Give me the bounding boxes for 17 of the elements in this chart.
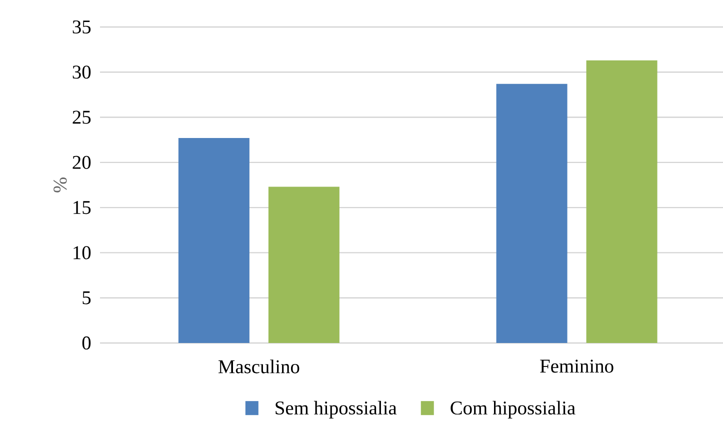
- bar: [496, 84, 568, 343]
- bar: [268, 186, 340, 343]
- bar: [178, 138, 250, 343]
- y-tick-label: 25: [72, 110, 91, 124]
- y-tick-label: 10: [74, 246, 91, 260]
- legend-label: Sem hipossialia: [276, 400, 397, 419]
- y-tick-label: 0: [82, 336, 91, 350]
- y-tick-label: 20: [72, 156, 91, 169]
- bar: [586, 60, 658, 343]
- x-tick-label: Masculino: [218, 360, 300, 374]
- y-tick-label: 5: [82, 291, 91, 304]
- y-tick-label: 15: [74, 201, 91, 214]
- y-tick-label: 30: [72, 66, 91, 79]
- y-axis-title: %: [54, 178, 67, 192]
- y-tick-label: 35: [72, 20, 91, 34]
- legend-label: Com hipossialia: [450, 400, 576, 419]
- x-tick-label: Feminino: [540, 360, 614, 373]
